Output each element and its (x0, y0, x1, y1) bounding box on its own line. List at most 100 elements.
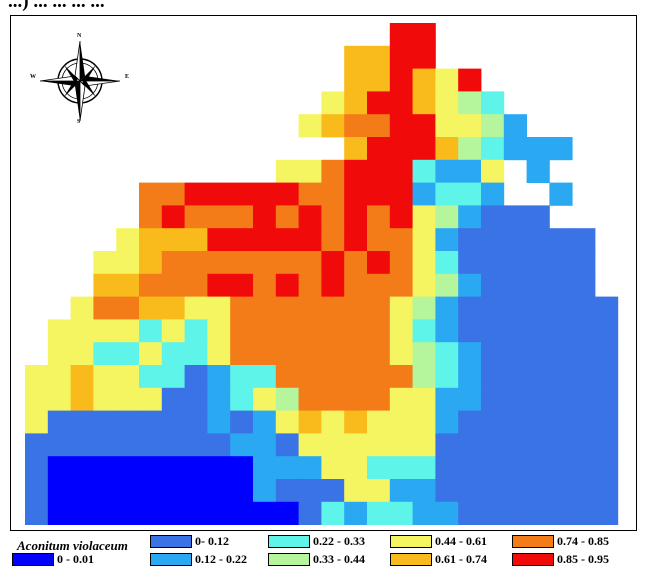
map-cell (367, 433, 391, 457)
map-cell (321, 205, 345, 229)
map-cell (503, 205, 527, 229)
map-cell (458, 228, 482, 252)
map-cell (184, 365, 208, 389)
map-cell (595, 342, 619, 366)
map-cell (344, 456, 368, 480)
map-cell (93, 296, 117, 320)
map-cell (412, 479, 436, 503)
map-cell (481, 479, 505, 503)
map-cell (25, 387, 49, 411)
map-cell (321, 273, 345, 297)
map-cell (230, 387, 254, 411)
map-cell (344, 433, 368, 457)
map-cell (275, 205, 299, 229)
map-cell (389, 205, 413, 229)
map-cell (93, 410, 117, 434)
map-cell (207, 410, 231, 434)
map-cell (412, 387, 436, 411)
map-cell (389, 114, 413, 138)
map-cell (207, 365, 231, 389)
map-cell (572, 319, 596, 343)
map-cell (458, 319, 482, 343)
map-cell (321, 319, 345, 343)
map-cell (298, 456, 322, 480)
map-cell (47, 456, 71, 480)
map-cell (389, 45, 413, 69)
map-cell (230, 319, 254, 343)
legend-swatch (390, 535, 432, 548)
map-cell (161, 342, 185, 366)
map-cell (389, 456, 413, 480)
map-cell (116, 296, 140, 320)
map-cell (161, 228, 185, 252)
legend-swatch (150, 535, 192, 548)
map-cell (458, 114, 482, 138)
map-cell (161, 410, 185, 434)
map-cell (549, 456, 573, 480)
map-cell (367, 228, 391, 252)
map-cell (207, 342, 231, 366)
map-cell (116, 342, 140, 366)
map-cell (275, 479, 299, 503)
map-cell (253, 387, 277, 411)
map-cell (47, 410, 71, 434)
map-cell (253, 228, 277, 252)
map-cell (275, 251, 299, 275)
map-cell (184, 342, 208, 366)
map-cell (93, 273, 117, 297)
map-cell (412, 228, 436, 252)
map-cell (412, 433, 436, 457)
map-cell (481, 387, 505, 411)
map-cell (344, 68, 368, 92)
map-cell (184, 456, 208, 480)
map-cell (161, 273, 185, 297)
map-cell (275, 296, 299, 320)
map-cell (435, 228, 459, 252)
map-cell (70, 456, 94, 480)
map-cell (321, 342, 345, 366)
map-cell (184, 228, 208, 252)
legend-swatch (268, 535, 310, 548)
map-cell (116, 456, 140, 480)
map-cell (435, 410, 459, 434)
legend-swatch (12, 553, 54, 566)
map-cell (139, 273, 163, 297)
legend-label: 0.22 - 0.33 (313, 534, 365, 548)
map-cell (503, 296, 527, 320)
map-cell (412, 137, 436, 161)
map-cell (161, 433, 185, 457)
map-cell (367, 137, 391, 161)
map-cell (526, 228, 550, 252)
map-cell (275, 182, 299, 206)
legend-label: 0.61 - 0.74 (435, 552, 487, 566)
map-cell (435, 182, 459, 206)
map-cell (253, 251, 277, 275)
map-cell (344, 410, 368, 434)
legend-label: 0.74 - 0.85 (557, 534, 609, 548)
map-cell (139, 319, 163, 343)
map-cell (481, 273, 505, 297)
map-cell (93, 342, 117, 366)
map-cell (481, 296, 505, 320)
map-cell (389, 68, 413, 92)
map-cell (298, 114, 322, 138)
legend-swatch (390, 553, 432, 566)
distribution-map (25, 23, 619, 525)
map-cell (253, 501, 277, 525)
map-cell (595, 319, 619, 343)
map-cell (321, 479, 345, 503)
map-cell (526, 342, 550, 366)
map-cell (503, 479, 527, 503)
map-cell (458, 251, 482, 275)
map-cell (435, 68, 459, 92)
map-cell (526, 319, 550, 343)
map-cell (367, 342, 391, 366)
legend-swatch (512, 535, 554, 548)
map-cell (367, 273, 391, 297)
map-cell (207, 205, 231, 229)
map-cell (412, 45, 436, 69)
map-title-strip: ...) ... ... ... ... (0, 0, 646, 14)
map-cell (93, 365, 117, 389)
map-cell (458, 501, 482, 525)
map-cell (435, 159, 459, 183)
